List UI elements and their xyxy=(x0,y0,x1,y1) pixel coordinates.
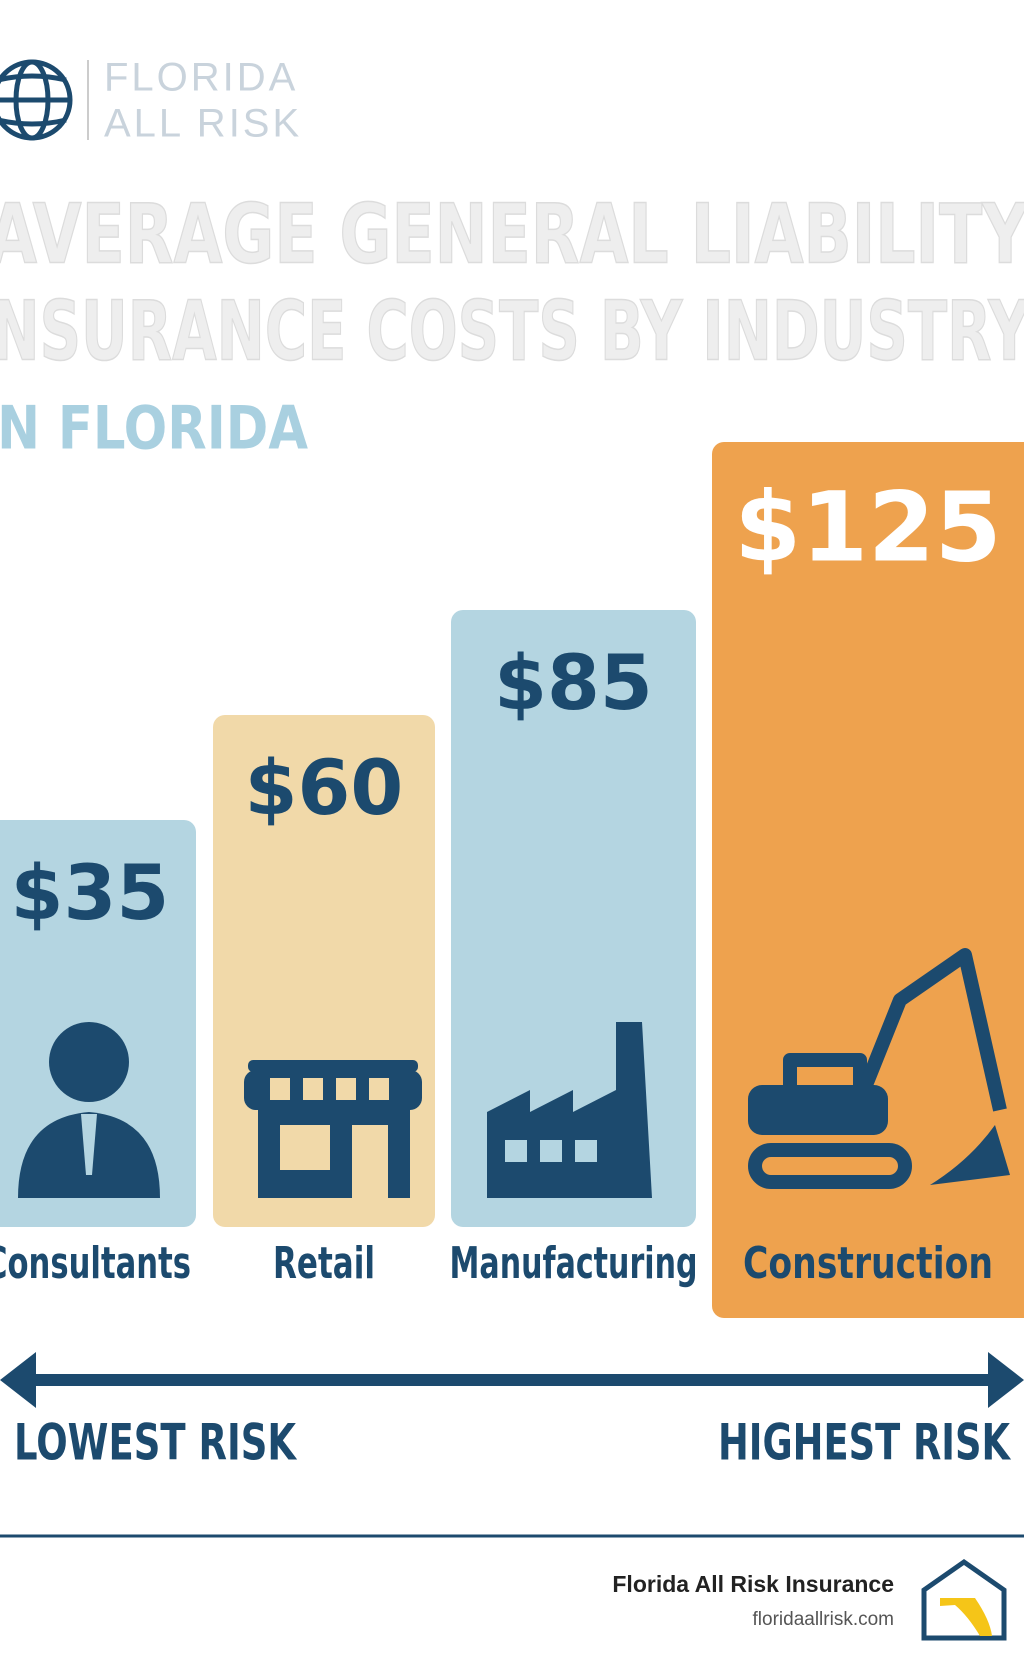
chart-subtitle: IN FLORIDA xyxy=(0,394,308,464)
logo-text: ALL RISK xyxy=(104,102,302,146)
logo-text: FLORIDA xyxy=(104,56,298,100)
icons xyxy=(18,948,1010,1198)
value-label: $35 xyxy=(11,848,170,937)
value-label: $60 xyxy=(245,743,404,832)
category-label: Retail xyxy=(273,1238,375,1289)
scale-label: HIGHEST RISK xyxy=(718,1414,1012,1472)
category-label: Construction xyxy=(743,1238,993,1289)
chart-title: INSURANCE COSTS BY INDUSTRY xyxy=(0,284,1024,379)
scale-label: LOWEST RISK xyxy=(14,1414,298,1472)
category-label: Consultants xyxy=(0,1238,191,1289)
value-label: $85 xyxy=(494,638,653,727)
footer-url: floridaallrisk.com xyxy=(753,1609,894,1630)
category-label: Manufacturing xyxy=(450,1238,698,1289)
footer-icon xyxy=(921,1558,1007,1641)
logo-globe xyxy=(0,59,73,141)
value-label: $125 xyxy=(734,471,1001,583)
risk-arrow xyxy=(0,1352,1024,1408)
footer-name: Florida All Risk Insurance xyxy=(612,1571,894,1597)
chart-title: AVERAGE GENERAL LIABILITY xyxy=(0,187,1024,282)
